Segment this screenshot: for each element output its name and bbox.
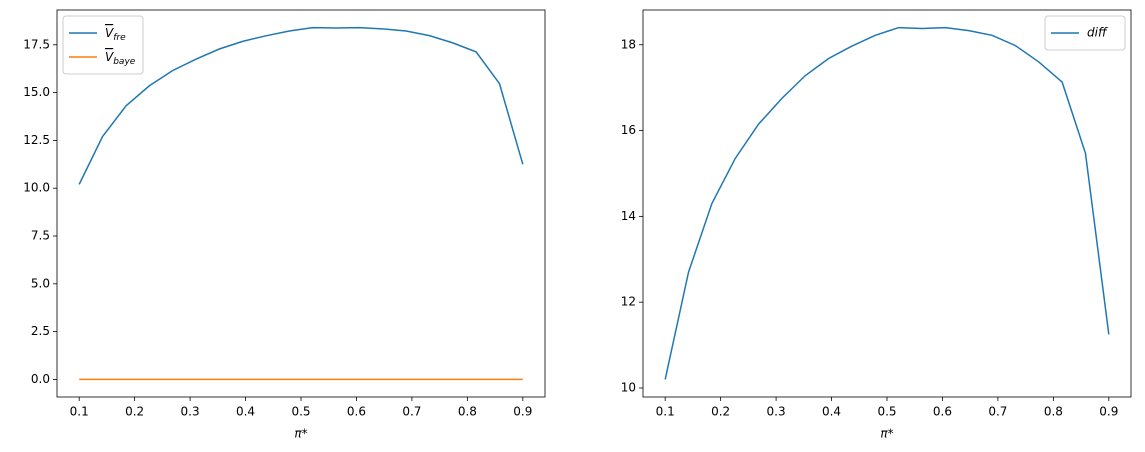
x-tick-label: 0.1 xyxy=(70,405,89,419)
x-tick-label: 0.2 xyxy=(125,405,144,419)
x-tick-label: 0.4 xyxy=(822,405,841,419)
x-tick-label: 0.7 xyxy=(402,405,421,419)
line-series xyxy=(664,26,1110,380)
y-tick-label: 14 xyxy=(621,209,636,223)
y-tick-label: 12.5 xyxy=(23,133,50,147)
line-series xyxy=(78,26,524,185)
x-tick-label: 0.6 xyxy=(347,405,366,419)
x-tick-label: 0.5 xyxy=(291,405,310,419)
y-tick-label: 15.0 xyxy=(23,85,50,99)
y-tick-label: 12 xyxy=(621,295,636,309)
x-tick-label: 0.4 xyxy=(236,405,255,419)
x-tick-label: 0.5 xyxy=(877,405,896,419)
x-tick-label: 0.9 xyxy=(1099,405,1118,419)
x-tick-label: 0.9 xyxy=(513,405,532,419)
y-tick-label: 7.5 xyxy=(31,229,50,243)
legend-label: Vbaye xyxy=(105,50,136,67)
legend-label: diff xyxy=(1087,26,1108,40)
x-tick-label: 0.2 xyxy=(711,405,730,419)
y-tick-label: 16 xyxy=(621,123,636,137)
x-tick-label: 0.6 xyxy=(933,405,952,419)
x-tick-label: 0.3 xyxy=(767,405,786,419)
x-axis-label: π* xyxy=(294,427,307,441)
axes-frame xyxy=(642,9,1132,398)
y-tick-label: 18 xyxy=(621,37,636,51)
x-tick-label: 0.3 xyxy=(181,405,200,419)
legend-label: Vfre xyxy=(105,26,126,43)
x-tick-label: 0.8 xyxy=(458,405,477,419)
y-tick-label: 10.0 xyxy=(23,181,50,195)
legend-box xyxy=(1044,15,1126,51)
x-tick-label: 0.8 xyxy=(1044,405,1063,419)
y-tick-label: 0.0 xyxy=(31,372,50,386)
x-tick-label: 0.7 xyxy=(988,405,1007,419)
axes-frame xyxy=(56,9,546,398)
x-tick-label: 0.1 xyxy=(656,405,675,419)
y-tick-label: 5.0 xyxy=(31,276,50,290)
legend-box xyxy=(62,15,144,75)
y-tick-label: 10 xyxy=(621,380,636,394)
x-axis-label: π* xyxy=(880,427,893,441)
y-tick-label: 17.5 xyxy=(23,37,50,51)
y-tick-label: 2.5 xyxy=(31,324,50,338)
